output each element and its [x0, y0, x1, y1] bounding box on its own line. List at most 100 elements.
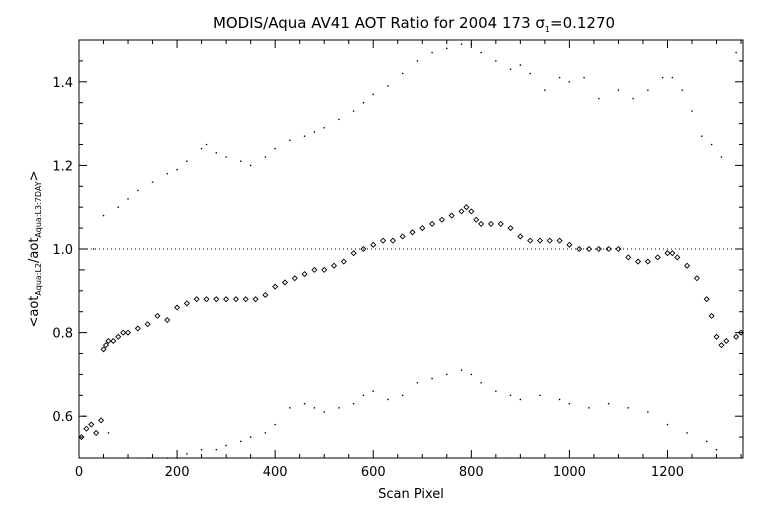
data-point — [110, 337, 117, 344]
y-tick-label: 1.0 — [52, 243, 73, 258]
data-point — [487, 220, 494, 227]
envelope-point — [303, 402, 306, 405]
envelope-point — [274, 147, 276, 150]
data-point — [566, 241, 573, 248]
envelope-point — [249, 436, 252, 438]
data-point — [262, 291, 269, 299]
data-point — [399, 233, 406, 240]
envelope-point — [480, 381, 482, 384]
envelope-point — [323, 126, 325, 129]
data-point — [389, 237, 396, 244]
envelope-point — [470, 373, 473, 376]
x-tick-label: 0 — [75, 465, 83, 480]
envelope-point — [264, 156, 267, 158]
data-point — [203, 296, 210, 303]
envelope-point — [568, 81, 571, 83]
data-point — [595, 245, 602, 253]
data-point — [473, 216, 480, 223]
data-point — [669, 250, 676, 257]
envelope-point — [83, 415, 85, 418]
envelope-point — [710, 143, 713, 146]
envelope-point — [627, 407, 630, 409]
envelope-point — [583, 76, 585, 79]
data-point — [350, 250, 357, 257]
data-point — [448, 212, 455, 219]
envelope-point — [691, 110, 693, 112]
data-point — [438, 216, 445, 223]
y-tick-label: 0.8 — [52, 327, 73, 342]
envelope-point — [313, 407, 316, 409]
data-point — [718, 342, 725, 349]
envelope-point — [102, 214, 105, 217]
data-point — [615, 245, 622, 253]
data-point — [360, 245, 367, 253]
envelope-point — [460, 369, 463, 372]
envelope-point — [225, 156, 227, 158]
envelope-point — [200, 147, 203, 150]
y-tick-label: 1.4 — [52, 76, 73, 91]
envelope-point — [215, 448, 218, 451]
data-point — [291, 275, 298, 282]
envelope-point — [480, 51, 482, 54]
envelope-point — [166, 172, 169, 175]
envelope-point — [519, 64, 522, 66]
envelope-point — [225, 444, 227, 447]
envelope-point — [401, 394, 404, 397]
data-point — [507, 225, 514, 232]
envelope-point — [735, 51, 737, 54]
envelope-point — [313, 131, 316, 133]
envelope-point — [671, 76, 674, 79]
envelope-point — [352, 402, 355, 405]
data-point — [693, 275, 700, 282]
envelope-point — [117, 206, 120, 208]
envelope-point — [558, 76, 561, 79]
x-tick-label: 400 — [263, 465, 288, 480]
envelope-point — [338, 407, 340, 409]
envelope-point — [681, 89, 683, 91]
x-tick-label: 800 — [459, 465, 484, 480]
envelope-point — [445, 373, 448, 376]
chart-title: MODIS/Aqua AV41 AOT Ratio for 2004 173 σ… — [213, 14, 615, 34]
envelope-point — [146, 457, 149, 459]
envelope-point — [92, 248, 95, 250]
data-point — [605, 245, 612, 253]
data-point — [105, 337, 112, 344]
envelope-point — [151, 181, 154, 183]
data-point — [321, 266, 328, 273]
data-point — [585, 245, 593, 253]
data-point — [517, 233, 524, 240]
x-tick-label: 1000 — [553, 465, 586, 480]
data-point — [164, 317, 171, 324]
envelope-point — [647, 411, 649, 413]
data-point — [576, 245, 583, 253]
envelope-point — [617, 89, 620, 91]
envelope-point — [661, 76, 664, 79]
data-point — [102, 342, 110, 349]
envelope-point — [186, 160, 188, 163]
envelope-point — [352, 110, 355, 112]
envelope-point — [83, 269, 85, 271]
envelope-point — [705, 440, 708, 443]
envelope-point — [387, 85, 389, 87]
x-axis-label: Scan Pixel — [378, 487, 444, 502]
envelope-point — [176, 457, 178, 459]
data-point — [125, 329, 132, 336]
data-point — [497, 220, 504, 227]
data-point — [644, 258, 651, 265]
data-point — [242, 296, 249, 303]
y-tick-label: 0.6 — [52, 410, 73, 425]
envelope-point — [372, 390, 375, 392]
data-point — [174, 304, 181, 311]
envelope-point — [372, 93, 375, 96]
envelope-point — [470, 43, 473, 45]
y-axis: 0.6 0.8 1.0 1.2 1.4 — [52, 60, 743, 438]
data-point — [674, 254, 681, 261]
data-point — [88, 421, 95, 428]
envelope-point — [323, 411, 325, 413]
y-tick-label: 1.2 — [52, 159, 73, 174]
data-point — [98, 417, 105, 424]
envelope-point — [539, 394, 541, 397]
envelope-point — [588, 407, 590, 409]
data-point — [213, 296, 220, 303]
envelope-point — [127, 457, 129, 459]
